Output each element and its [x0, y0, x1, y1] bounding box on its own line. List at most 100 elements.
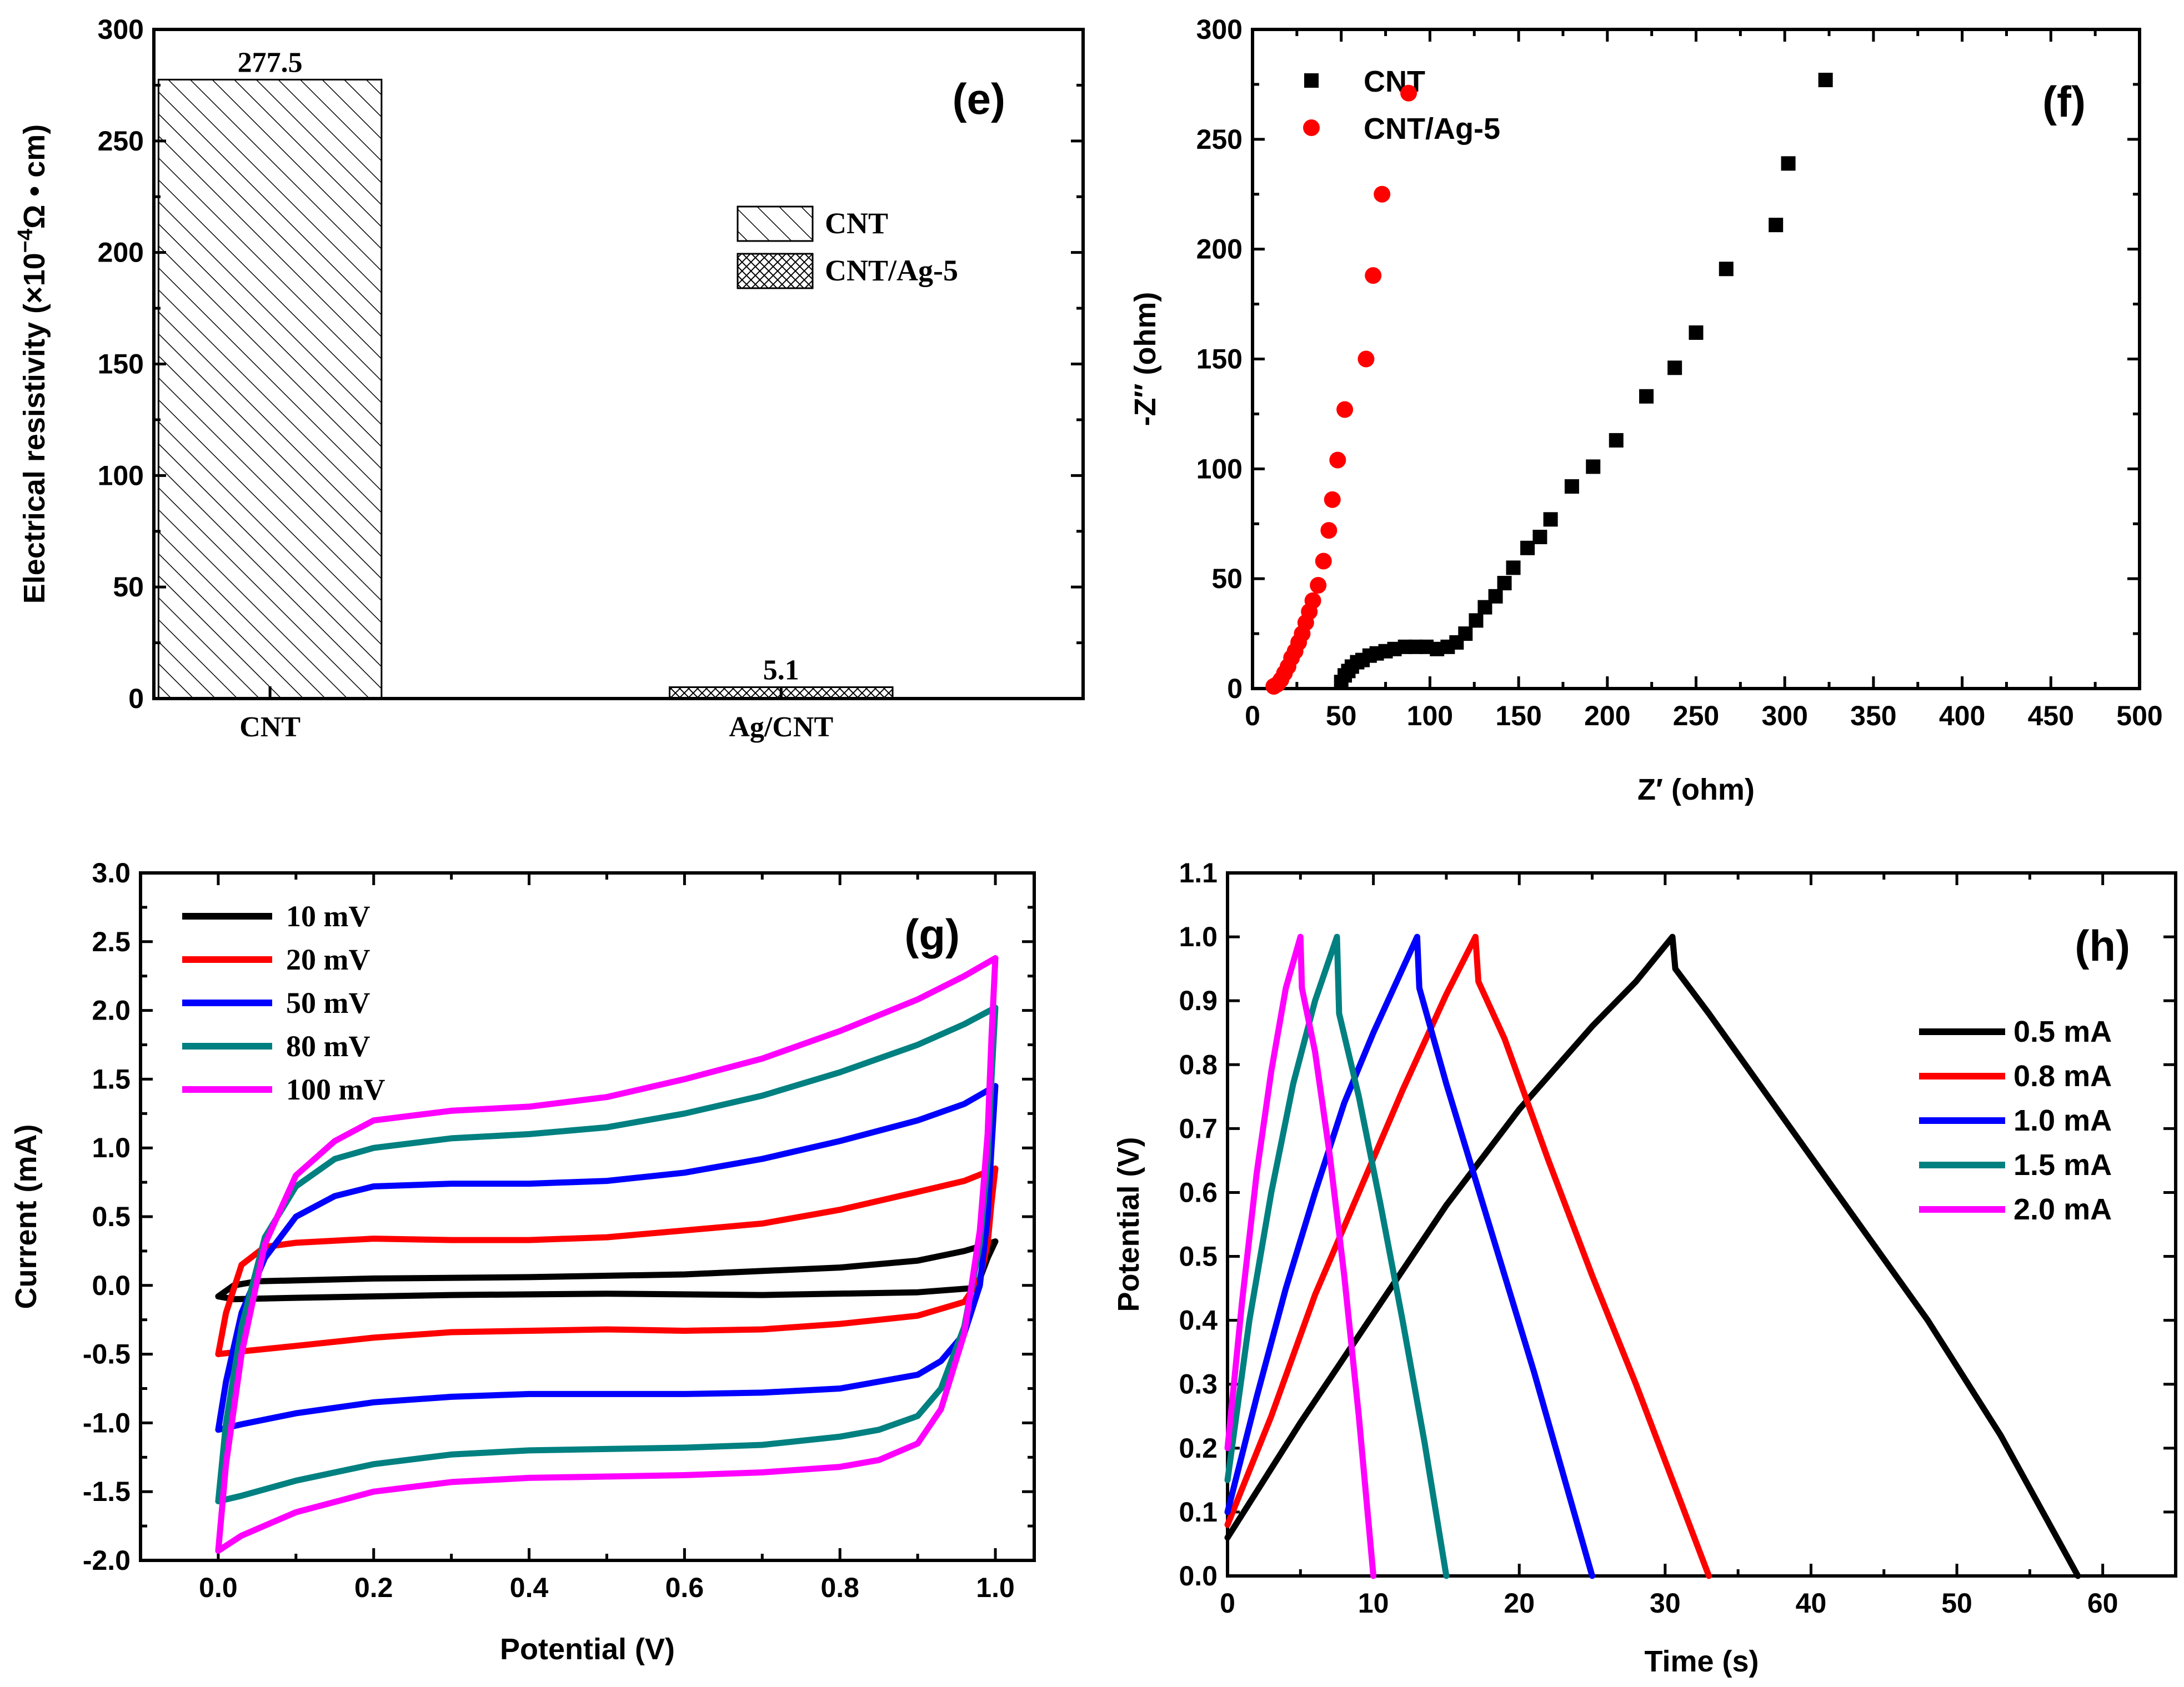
f-legend-label: CNT/Ag-5	[1364, 112, 1500, 145]
h-ytick-label: 0.9	[1179, 985, 1218, 1016]
f-point-cnt	[1586, 459, 1601, 474]
f-xtick-label: 200	[1584, 700, 1630, 731]
f-point-cnt	[1532, 529, 1547, 544]
g-xtick-label: 0.2	[354, 1572, 393, 1603]
f-ytick-label: 300	[1196, 14, 1243, 45]
f-point-cnt-ag5	[1374, 185, 1391, 203]
g-ytick-label: -0.5	[83, 1339, 131, 1370]
f-point-cnt	[1689, 325, 1704, 340]
f-point-cnt-ag5	[1324, 491, 1341, 508]
f-point-cnt	[1609, 433, 1624, 448]
h-legend-label: 0.8 mA	[2013, 1060, 2112, 1093]
e-bar-value-label: 277.5	[238, 47, 303, 78]
g-ytick-label: -1.0	[83, 1407, 131, 1438]
g-legend-label: 80 mV	[286, 1030, 370, 1063]
f-point-cnt	[1506, 560, 1521, 575]
e-legend-label: CNT/Ag-5	[825, 254, 958, 287]
g-xtick-label: 0.8	[820, 1572, 859, 1603]
e-bar-cnt	[157, 78, 383, 700]
f-point-cnt-ag5	[1365, 267, 1382, 284]
f-xtick-label: 350	[1850, 700, 1896, 731]
f-xtick-label: 100	[1407, 700, 1453, 731]
f-xtick-label: 300	[1761, 700, 1807, 731]
g-ytick-label: 3.0	[92, 857, 131, 888]
f-point-cnt	[1488, 589, 1503, 604]
f-point-cnt	[1818, 73, 1833, 88]
g-x-axis-title: Potential (V)	[500, 1633, 675, 1666]
h-ytick-label: 0.7	[1179, 1113, 1218, 1144]
f-point-cnt	[1543, 512, 1558, 527]
g-ytick-label: 2.0	[92, 995, 131, 1026]
g-xtick-label: 1.0	[976, 1572, 1015, 1603]
g-ytick-label: 1.5	[92, 1063, 131, 1094]
f-point-cnt-ag5	[1329, 451, 1346, 469]
f-xtick-label: 500	[2116, 700, 2162, 731]
f-xtick-label: 400	[1939, 700, 1985, 731]
h-xtick-label: 60	[2087, 1588, 2118, 1619]
f-point-cnt	[1639, 389, 1654, 404]
h-legend-label: 0.5 mA	[2013, 1015, 2112, 1048]
h-axes-frame	[1226, 871, 2177, 1578]
g-xtick-label: 0.6	[665, 1572, 704, 1603]
f-legend-marker	[1303, 119, 1320, 136]
f-point-cnt-ag5	[1315, 553, 1332, 570]
h-ytick-label: 0.6	[1179, 1177, 1218, 1208]
h-ytick-label: 0.2	[1179, 1433, 1218, 1464]
f-x-axis-title: Z′ (ohm)	[1637, 773, 1755, 806]
h-ytick-label: 1.1	[1179, 857, 1218, 888]
e-bar-value-label: 5.1	[763, 655, 799, 686]
h-curve-0-5-ma	[1224, 933, 2081, 1579]
h-xtick-label: 50	[1941, 1588, 1972, 1619]
f-point-cnt	[1667, 360, 1682, 375]
h-legend-label: 1.0 mA	[2013, 1104, 2112, 1137]
h-xtick-label: 0	[1220, 1588, 1235, 1619]
f-xtick-label: 150	[1495, 700, 1541, 731]
g-ytick-label: 2.5	[92, 926, 131, 957]
f-point-cnt	[1719, 262, 1734, 277]
f-legend-marker	[1304, 73, 1319, 88]
f-point-cnt-ag5	[1304, 592, 1321, 609]
e-legend-label: CNT	[825, 207, 888, 240]
e-ytick-label: 250	[98, 125, 144, 157]
h-xtick-label: 10	[1358, 1588, 1389, 1619]
g-curve-20-mv	[215, 1165, 999, 1358]
h-panel-tag: (h)	[2075, 921, 2130, 970]
f-point-cnt	[1497, 576, 1512, 591]
panel-f-nyquist-plot: 0 50 100 150 200 250 300 0 50 100 150 200 250 300 350 4…	[1129, 14, 2163, 806]
panel-e-bar-chart: 0 50 100 150 200 250 300 277.5 CNT 5.1 Ag/CNT Elect…	[14, 14, 1085, 743]
g-curve-50-mv	[215, 1083, 999, 1433]
h-ytick-label: 0.1	[1179, 1497, 1218, 1528]
g-ytick-label: 0.0	[92, 1270, 131, 1301]
g-y-axis-title: Current (mA)	[9, 1124, 43, 1309]
f-ytick-label: 50	[1211, 563, 1243, 594]
g-xtick-label: 0.0	[199, 1572, 238, 1603]
g-legend-label: 100 mV	[286, 1073, 385, 1106]
f-point-cnt	[1564, 479, 1579, 494]
f-xtick-label: 0	[1245, 700, 1260, 731]
g-legend-label: 20 mV	[286, 943, 370, 976]
h-curve-2-0-ma	[1224, 933, 1377, 1579]
f-xtick-label: 250	[1673, 700, 1719, 731]
f-point-cnt-ag5	[1336, 401, 1354, 418]
h-y-axis-title: Potential (V)	[1112, 1137, 1145, 1312]
g-ytick-label: 1.0	[92, 1132, 131, 1163]
f-xtick-label: 50	[1326, 700, 1357, 731]
h-ytick-label: 0.8	[1179, 1049, 1218, 1080]
e-xtick-label: CNT	[239, 711, 300, 743]
g-ytick-label: -2.0	[83, 1545, 131, 1576]
h-ytick-label: 0.0	[1179, 1560, 1218, 1591]
g-legend-label: 50 mV	[286, 986, 370, 1020]
e-y-axis-title: Electrical resistivity (×10−4Ω • cm)	[14, 124, 51, 604]
g-ytick-label: 0.5	[92, 1201, 131, 1232]
f-point-cnt	[1769, 218, 1784, 233]
f-ytick-label: 0	[1227, 673, 1243, 704]
f-xtick-label: 450	[2028, 700, 2074, 731]
panel-h-gcd-plot: 0.0 0.1 0.2 0.3 0.4 0.5 0.6 0.7 0.8 0.9 1.0 1.1 0 10 2…	[1112, 857, 2177, 1678]
e-ytick-label: 150	[98, 349, 144, 380]
f-ytick-label: 100	[1196, 453, 1243, 484]
h-curve-1-5-ma	[1224, 933, 1450, 1579]
e-ytick-label: 50	[113, 571, 144, 602]
g-curve-10-mv	[215, 1238, 999, 1303]
h-legend-label: 1.5 mA	[2013, 1148, 2112, 1182]
